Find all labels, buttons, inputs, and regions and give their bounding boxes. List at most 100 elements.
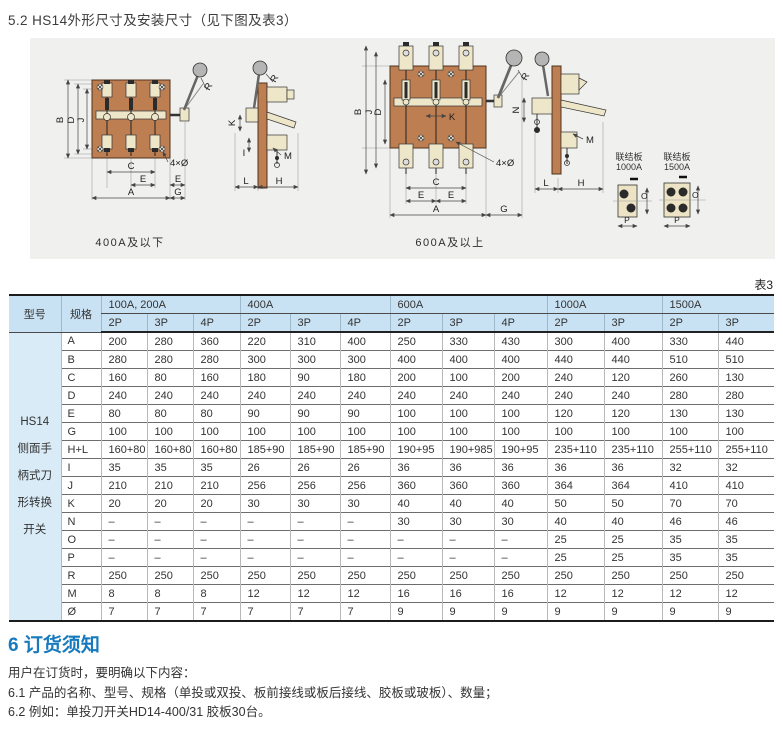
dimension-value-cell: 410 (717, 476, 775, 495)
dimension-value-cell: 400 (389, 350, 443, 369)
sub-header: 2P (546, 313, 605, 333)
dimension-value-cell: – (493, 548, 548, 567)
sub-header: 3P (146, 313, 193, 333)
dimension-value-cell: 256 (289, 476, 341, 495)
dimension-value-cell: 30 (239, 494, 291, 513)
dimension-value-cell: 100 (192, 422, 241, 441)
dimension-value-cell: – (146, 512, 193, 531)
dimension-value-cell: 240 (339, 386, 391, 405)
dim-label-j: J (76, 117, 87, 122)
dim-label-l2: L (543, 178, 548, 189)
dim-label-e: E (140, 174, 146, 185)
handle-600a (486, 49, 525, 108)
dimension-value-cell: 360 (192, 331, 241, 351)
plate-1500a-caption-line2: 1500A (664, 162, 690, 172)
sub-header: 3P (603, 313, 663, 333)
side-view-400a: R K I M L H (227, 60, 299, 191)
dimension-value-cell: 410 (661, 476, 719, 495)
caption-600a: 600A及以上 (415, 236, 484, 249)
dimension-value-cell: 100 (441, 368, 495, 387)
dimension-value-cell: 280 (717, 386, 775, 405)
table-row: I 35 35 35 26 26 26 36 36 36 36 36 32 32 (9, 458, 775, 477)
mounting-holes-600a (417, 70, 455, 142)
ordering-section-heading: 6 订货须知 (8, 635, 100, 656)
dimension-value-cell: 100 (493, 422, 548, 441)
row-label: B (60, 350, 101, 369)
dimension-value-cell: 35 (661, 548, 719, 567)
dimension-value-cell: 70 (661, 494, 719, 513)
plate-1000a-caption-line1: 联结板 (615, 151, 642, 162)
dimension-value-cell: 90 (289, 404, 341, 423)
dimension-value-cell: 12 (717, 584, 775, 603)
table-row: C 160 80 160 180 90 180 200 100 200 240 120 260 130 (9, 368, 775, 387)
dimension-value-cell: – (146, 530, 193, 549)
dimension-value-cell: 16 (441, 584, 495, 603)
dim-label-g2: G (500, 204, 507, 215)
dimensions-table-body: HS14 侧面手 柄式刀 形转换 开关 A 200 280 360 220 310 400 250 330… (9, 331, 775, 621)
dim-label-k2: K (449, 112, 456, 123)
dimension-value-cell: 180 (239, 368, 291, 387)
table-caption: 表3 (754, 278, 773, 292)
dimension-value-cell: 40 (546, 512, 605, 531)
front-view-600a: R B J D K C E E A G 4×Ø (353, 42, 532, 218)
dim-label-g: G (174, 187, 181, 198)
dimension-value-cell: 440 (603, 350, 663, 369)
technical-drawings: R B D J C E E A G 4×Ø R K (55, 42, 706, 249)
ordering-notes: 用户在订货时，要明确以下内容： 6.1 产品的名称、型号、规格（单投或双投、板前… (8, 664, 498, 723)
dimension-value-cell: 35 (100, 458, 147, 477)
dimension-value-cell: 260 (661, 368, 719, 387)
dimension-value-cell: 300 (546, 331, 605, 351)
dimension-value-cell: 440 (717, 331, 775, 351)
dimension-value-cell: 160+80 (192, 440, 241, 459)
dimension-value-cell: – (100, 548, 147, 567)
dimension-value-cell: 240 (146, 386, 193, 405)
dimension-value-cell: 100 (389, 422, 443, 441)
dimension-value-cell: 100 (146, 422, 193, 441)
ordering-line: 6.2 例如：单投刀开关HD14-400/31 胶板30台。 (8, 705, 271, 719)
dimension-value-cell: 250 (717, 566, 775, 585)
dimension-value-cell: 32 (717, 458, 775, 477)
dimension-value-cell: 400 (441, 350, 495, 369)
dimension-value-cell: 235+110 (603, 440, 663, 459)
table-row: K 20 20 20 30 30 30 40 40 40 50 50 70 70 (9, 494, 775, 513)
dimension-value-cell: 280 (661, 386, 719, 405)
dimension-value-cell: 26 (289, 458, 341, 477)
dimension-value-cell: 250 (493, 566, 548, 585)
dimension-value-cell: 50 (546, 494, 605, 513)
table-row: N – – – – – –30 30 30 40 40 46 46 (9, 512, 775, 531)
dimension-value-cell: 250 (146, 566, 193, 585)
dimension-value-cell: 36 (493, 458, 548, 477)
dimension-value-cell: 440 (546, 350, 605, 369)
model-column-header: 型号 (9, 295, 61, 333)
dimension-value-cell: 190+95 (493, 440, 548, 459)
dimension-value-cell: 40 (389, 494, 443, 513)
dimension-value-cell: 80 (146, 368, 193, 387)
dimension-value-cell: 400 (603, 331, 663, 351)
dimension-value-cell: 240 (239, 386, 291, 405)
caption-400a: 400A及以下 (95, 237, 164, 249)
dimension-value-cell: 255+110 (717, 440, 775, 459)
plate-1000a-caption-line2: 1000A (616, 162, 642, 172)
group-header-100a-200a: 100A, 200A (100, 295, 241, 314)
table-row: B 280 280 280 300 300 300 400 400 400 440 440 510 510 (9, 350, 775, 369)
section-title: 5.2 HS14外形尺寸及安装尺寸（见下图及表3） (8, 13, 298, 28)
dimension-value-cell: 20 (192, 494, 241, 513)
dim-label-o2: O (692, 190, 699, 200)
dimension-value-cell: 210 (192, 476, 241, 495)
dimension-value-cell: 510 (717, 350, 775, 369)
dimension-value-cell: 80 (192, 404, 241, 423)
row-label: A (60, 331, 101, 351)
dimension-value-cell: 185+90 (339, 440, 391, 459)
sub-header: 2P (100, 313, 147, 333)
dimension-value-cell: 100 (441, 404, 495, 423)
dimension-value-cell: 240 (603, 386, 663, 405)
dimension-value-cell: – (239, 548, 291, 567)
dimension-value-cell: – (389, 548, 443, 567)
dimension-value-cell: 32 (661, 458, 719, 477)
row-label: C (60, 368, 101, 387)
dimension-value-cell: 9 (603, 602, 663, 621)
dimension-value-cell: 25 (603, 548, 663, 567)
dimension-value-cell: 12 (339, 584, 391, 603)
dimension-value-cell: 256 (339, 476, 391, 495)
dimension-value-cell: 250 (192, 566, 241, 585)
